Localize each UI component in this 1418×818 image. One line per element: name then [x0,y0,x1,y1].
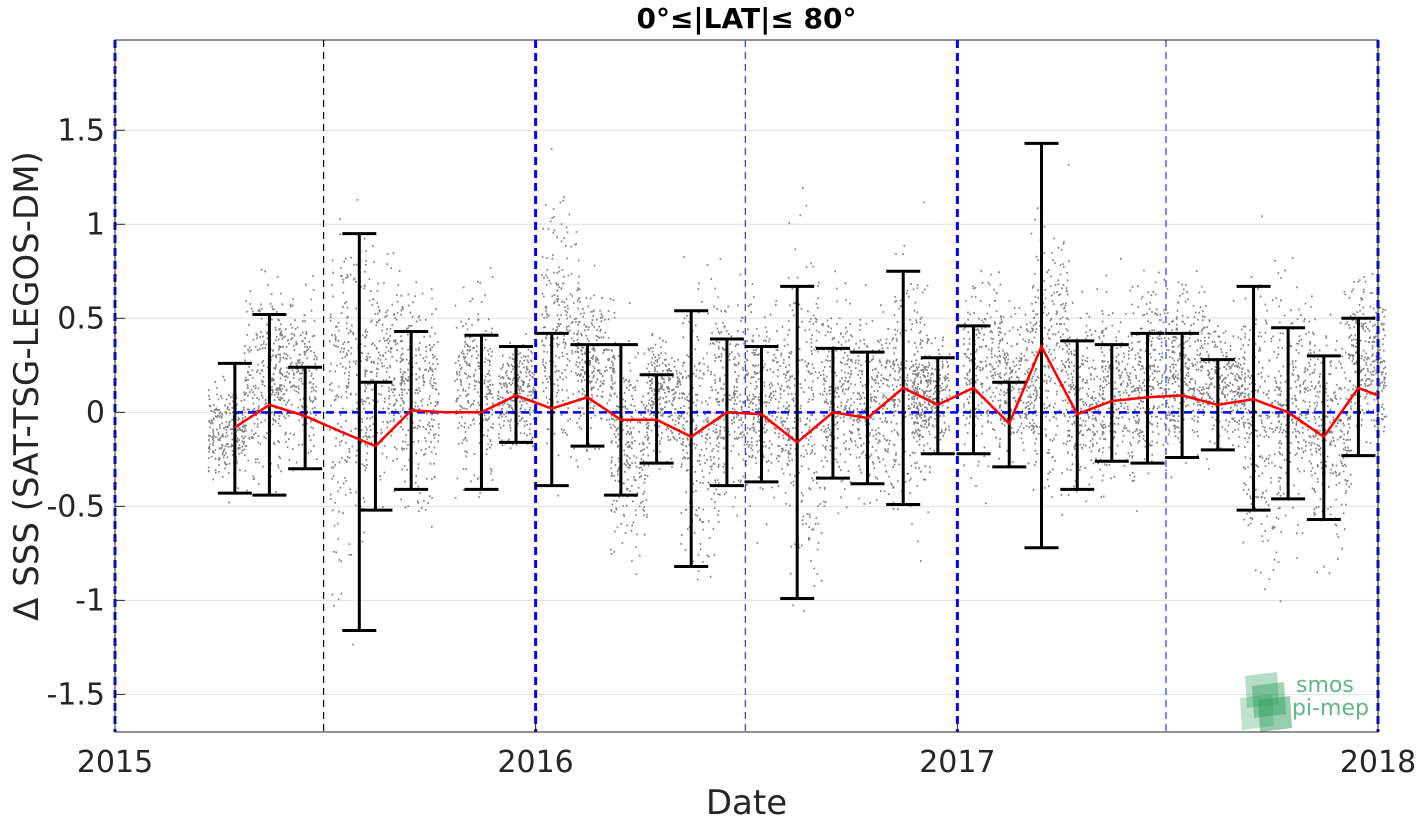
y-tick-label: 1.5 [57,113,105,148]
scatter-cluster [645,322,686,470]
error-bar [674,309,709,569]
y-tick-label: -1 [75,583,105,618]
error-bar [1094,343,1129,463]
scatter-cluster [1030,164,1070,516]
x-tick-label: 2017 [919,745,995,780]
logo-text-pimep: pi-mep [1292,696,1369,721]
y-tick-label: 0.5 [57,301,105,336]
scatter-cluster [1347,273,1387,444]
scatter-cluster [1242,215,1283,603]
smos-pimep-logo: smos pi-mep [1240,672,1369,732]
error-bar [288,365,323,471]
scatter-cluster [278,274,318,472]
mean-line [234,343,1379,448]
scatter-cluster [576,264,616,470]
scatter-cluster [328,199,369,646]
logo-mark-square [1258,696,1292,732]
logo-text-smos: smos [1296,673,1354,698]
error-bar [342,232,377,632]
y-tick-label: -1.5 [46,677,105,712]
y-tick-label: 1 [86,207,105,242]
scatter-cluster [454,267,494,499]
scatter-points [207,148,1387,646]
scatter-cluster [400,281,440,528]
x-tick-label: 2015 [77,745,153,780]
x-axis-title: Date [706,783,787,818]
y-tick-label: -0.5 [46,489,105,524]
error-bar [217,361,252,495]
axes-box [114,39,1379,733]
error-bar [956,324,991,456]
scatter-cluster [497,333,537,450]
y-tick-label: 0 [86,395,105,430]
y-axis-ticks: -1.5 -1 -0.5 0 0.5 1 1.5 [46,113,125,712]
grid [115,129,1378,695]
scatter-cluster [786,187,826,612]
x-tick-label: 2018 [1340,745,1416,780]
x-axis-ticks: 2015 2016 2017 2018 [77,722,1416,780]
chart-title: 0°≤|LAT|≤ 80° [636,2,856,35]
scatter-cluster [1277,257,1317,559]
scatter-cluster [242,268,282,493]
scatter-cluster [1171,270,1211,470]
y-axis-title: Δ SSS (SAT-TSG-LEGOS-DM) [7,151,47,621]
logo-mark-icon [1240,672,1292,732]
x-tick-label: 2016 [497,745,573,780]
error-bar [570,343,605,448]
